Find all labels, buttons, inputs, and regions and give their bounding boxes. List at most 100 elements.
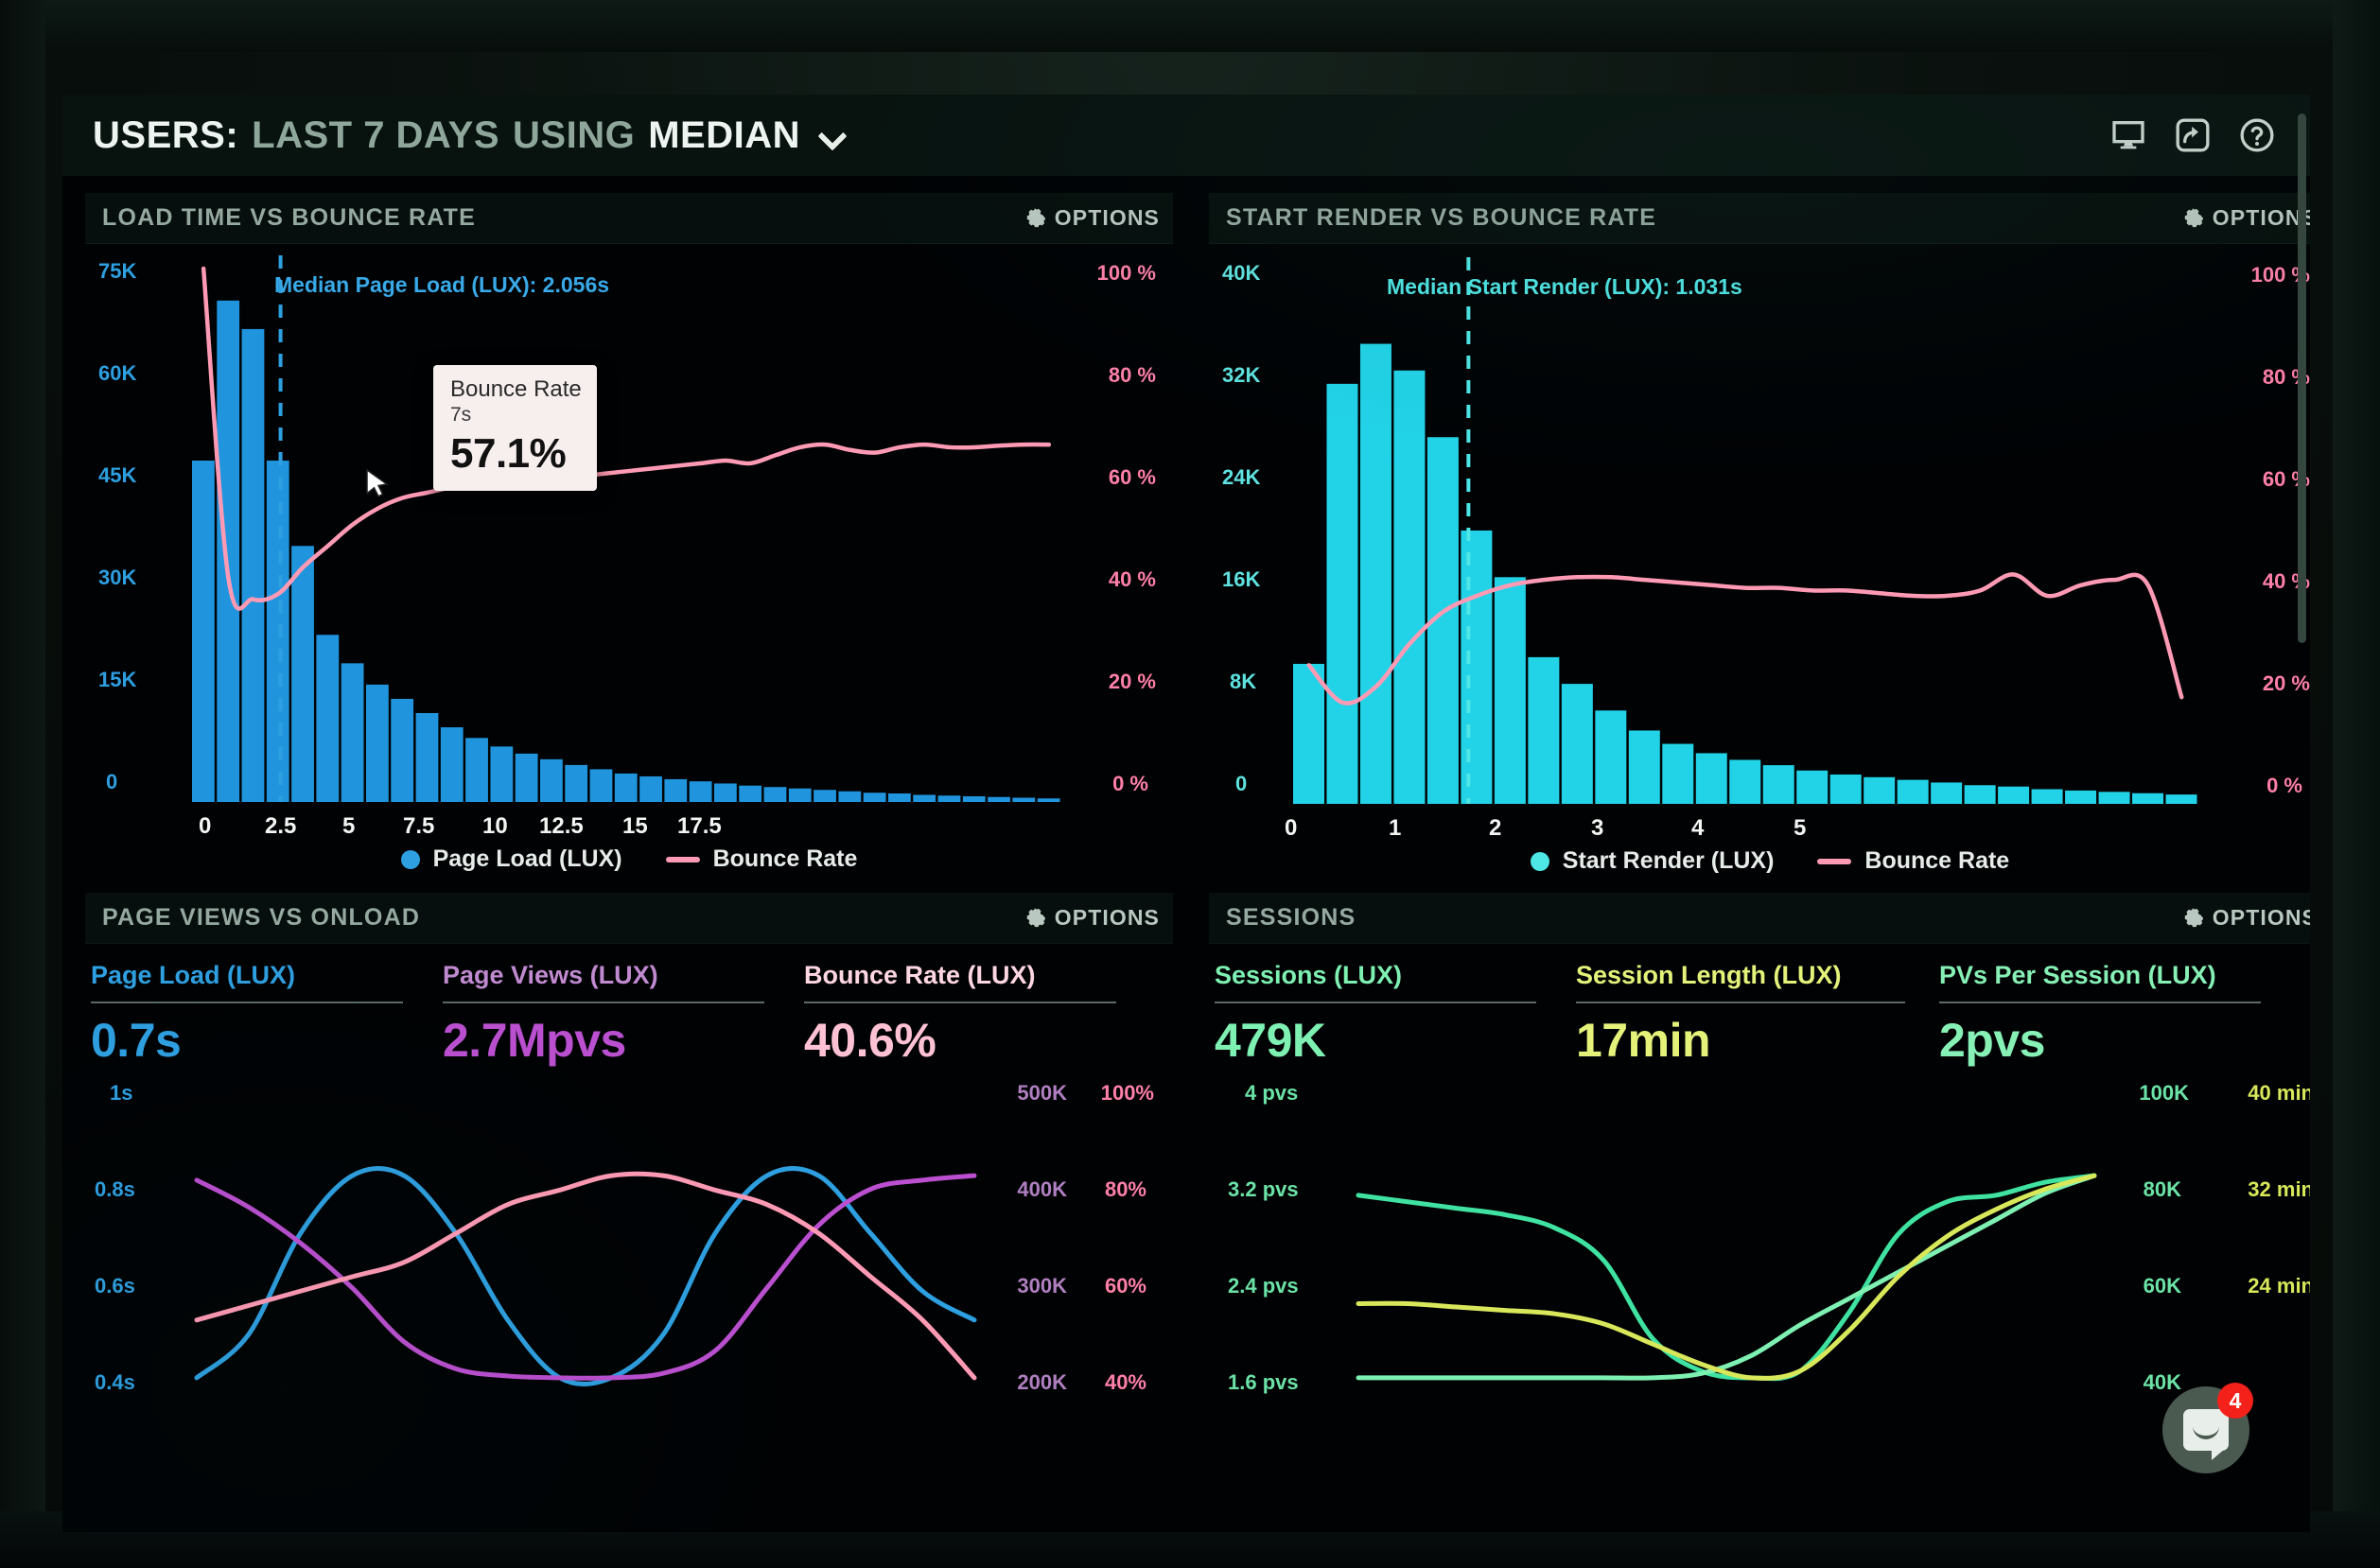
vertical-scrollbar[interactable] bbox=[2298, 113, 2306, 643]
gear-icon bbox=[1024, 907, 1045, 929]
help-icon[interactable] bbox=[2238, 116, 2276, 154]
dashboard-grid: LOAD TIME VS BOUNCE RATE OPTIONS 75K 60K… bbox=[62, 176, 2310, 1474]
metric-label: Session Length (LUX) bbox=[1576, 961, 1842, 989]
page-title-metric: MEDIAN bbox=[648, 113, 800, 156]
metric-bounce-rate[interactable]: Bounce Rate (LUX) 40.6% bbox=[804, 961, 1145, 1068]
metric-rule bbox=[1939, 1002, 2261, 1003]
y-tick-right: 200K bbox=[1017, 1370, 1067, 1394]
metric-page-views[interactable]: Page Views (LUX) 2.7Mpvs bbox=[443, 961, 804, 1068]
y-tick-left: 1.6 pvs bbox=[1228, 1370, 1299, 1394]
x-tick: 10 bbox=[482, 813, 508, 839]
x-tick: 2.5 bbox=[265, 813, 297, 839]
panel-page-views-vs-onload: PAGE VIEWS VS ONLOAD OPTIONS Page Load (… bbox=[85, 893, 1173, 1474]
y-tick-right2: 60% bbox=[1104, 1274, 1146, 1298]
chart-canvas bbox=[192, 255, 1060, 803]
panel-title: PAGE VIEWS VS ONLOAD bbox=[102, 904, 421, 931]
metric-value: 2pvs bbox=[1939, 1014, 2045, 1067]
chat-widget-button[interactable]: 4 bbox=[2162, 1383, 2253, 1473]
app-header: USERS: LAST 7 DAYS USING MEDIAN bbox=[62, 95, 2310, 176]
panel-header: LOAD TIME VS BOUNCE RATE OPTIONS bbox=[85, 193, 1173, 244]
chart-start-render-vs-bounce-rate[interactable]: 40K 32K 24K 16K 8K 0 100 % 80 % 60 % 40 … bbox=[1209, 244, 2310, 874]
y-tick-right: 80 % bbox=[1108, 363, 1156, 387]
metric-label: Sessions (LUX) bbox=[1215, 961, 1403, 989]
share-icon[interactable] bbox=[2174, 116, 2212, 154]
options-button[interactable]: OPTIONS bbox=[1024, 905, 1160, 931]
y-tick-left: 0.6s bbox=[95, 1274, 135, 1298]
chart-canvas bbox=[194, 1166, 977, 1387]
y-tick-right: 500K bbox=[1017, 1081, 1067, 1105]
y-tick-right2: 80% bbox=[1104, 1177, 1146, 1201]
y-tick-left: 40K bbox=[1222, 261, 1261, 285]
page-title[interactable]: USERS: LAST 7 DAYS USING MEDIAN bbox=[93, 114, 848, 157]
y-tick-left: 1s bbox=[110, 1081, 133, 1105]
y-tick-right: 400K bbox=[1017, 1177, 1067, 1201]
gear-icon bbox=[1024, 207, 1045, 229]
x-tick: 3 bbox=[1591, 815, 1604, 841]
metric-pvs-per-session[interactable]: PVs Per Session (LUX) 2pvs bbox=[1939, 961, 2299, 1068]
panel-load-time-vs-bounce-rate: LOAD TIME VS BOUNCE RATE OPTIONS 75K 60K… bbox=[85, 193, 1173, 893]
y-tick-left: 3.2 pvs bbox=[1228, 1177, 1299, 1201]
panel-header: SESSIONS OPTIONS bbox=[1209, 893, 2310, 944]
y-tick-left: 4 pvs bbox=[1245, 1081, 1299, 1105]
x-tick: 5 bbox=[1794, 815, 1807, 841]
panel-start-render-vs-bounce-rate: START RENDER VS BOUNCE RATE OPTIONS 40K … bbox=[1209, 193, 2310, 893]
y-tick-right: 100K bbox=[2139, 1081, 2189, 1105]
panel-title: SESSIONS bbox=[1226, 904, 1356, 931]
panel-title: START RENDER VS BOUNCE RATE bbox=[1226, 204, 1657, 231]
y-tick-left: 8K bbox=[1230, 670, 1257, 693]
metric-value: 40.6% bbox=[804, 1014, 936, 1067]
y-tick-left: 75K bbox=[98, 259, 137, 283]
x-tick: 4 bbox=[1691, 815, 1705, 841]
chart-canvas bbox=[1356, 1173, 2097, 1382]
y-tick-right: 100 % bbox=[1096, 261, 1156, 285]
metric-session-length[interactable]: Session Length (LUX) 17min bbox=[1576, 961, 1939, 1068]
y-tick-left: 45K bbox=[98, 463, 137, 487]
x-tick: 1 bbox=[1389, 815, 1402, 841]
legend-item[interactable]: Bounce Rate bbox=[665, 845, 857, 873]
y-tick-right2: 40% bbox=[1104, 1370, 1146, 1394]
y-tick-left: 30K bbox=[98, 566, 137, 589]
legend-item[interactable]: Page Load (LUX) bbox=[400, 845, 622, 873]
legend-item[interactable]: Bounce Rate bbox=[1817, 847, 2009, 875]
x-tick: 15 bbox=[622, 813, 648, 839]
y-tick-right2: 40 min bbox=[2248, 1081, 2310, 1105]
metric-page-load[interactable]: Page Load (LUX) 0.7s bbox=[91, 961, 443, 1068]
metric-rule bbox=[1215, 1002, 1536, 1003]
metric-value: 2.7Mpvs bbox=[443, 1014, 626, 1067]
x-tick: 5 bbox=[342, 813, 356, 839]
y-tick-left: 0 bbox=[1235, 772, 1248, 795]
options-button[interactable]: OPTIONS bbox=[1024, 205, 1160, 231]
metric-value: 0.7s bbox=[91, 1014, 182, 1067]
chevron-down-icon[interactable] bbox=[819, 121, 848, 149]
y-tick-right: 60K bbox=[2143, 1274, 2181, 1298]
chart-sessions[interactable]: 4 pvs 3.2 pvs 2.4 pvs 1.6 pvs 100K 80K 6… bbox=[1209, 1068, 2310, 1474]
options-label: OPTIONS bbox=[2212, 905, 2310, 930]
metric-value: 17min bbox=[1576, 1014, 1711, 1067]
x-tick: 12.5 bbox=[539, 813, 584, 839]
gear-icon bbox=[2182, 907, 2203, 929]
options-button[interactable]: OPTIONS bbox=[2182, 905, 2310, 931]
bezel-right bbox=[2333, 0, 2380, 1568]
bezel-left bbox=[0, 0, 45, 1568]
legend-item[interactable]: Start Render (LUX) bbox=[1530, 847, 1775, 875]
metric-rule bbox=[804, 1002, 1116, 1003]
y-tick-right: 40 % bbox=[1108, 567, 1156, 591]
desktop-icon[interactable] bbox=[2109, 116, 2147, 154]
panel-header: PAGE VIEWS VS ONLOAD OPTIONS bbox=[85, 893, 1173, 944]
legend-label: Bounce Rate bbox=[1864, 847, 2010, 874]
y-tick-right: 0 % bbox=[2266, 774, 2302, 797]
legend-label: Start Render (LUX) bbox=[1562, 847, 1775, 874]
metric-sessions[interactable]: Sessions (LUX) 479K bbox=[1215, 961, 1576, 1068]
legend-line-icon bbox=[665, 856, 700, 862]
y-tick-right: 60 % bbox=[1108, 465, 1156, 489]
y-tick-left: 15K bbox=[98, 668, 137, 691]
y-tick-left: 0.8s bbox=[95, 1177, 135, 1201]
chart-legend: Start Render (LUX) Bounce Rate bbox=[1209, 847, 2310, 875]
y-tick-right2: 24 min bbox=[2248, 1274, 2310, 1298]
chart-page-views-vs-onload[interactable]: 1s 0.8s 0.6s 0.4s 500K 400K 300K 200K 10… bbox=[85, 1068, 1173, 1474]
options-button[interactable]: OPTIONS bbox=[2182, 205, 2310, 231]
y-tick-right: 40K bbox=[2143, 1370, 2181, 1394]
y-tick-right: 20 % bbox=[1108, 670, 1156, 693]
chart-load-time-vs-bounce-rate[interactable]: 75K 60K 45K 30K 15K 0 100 % 80 % 60 % 40… bbox=[85, 244, 1173, 872]
legend-dot-icon bbox=[400, 849, 420, 869]
